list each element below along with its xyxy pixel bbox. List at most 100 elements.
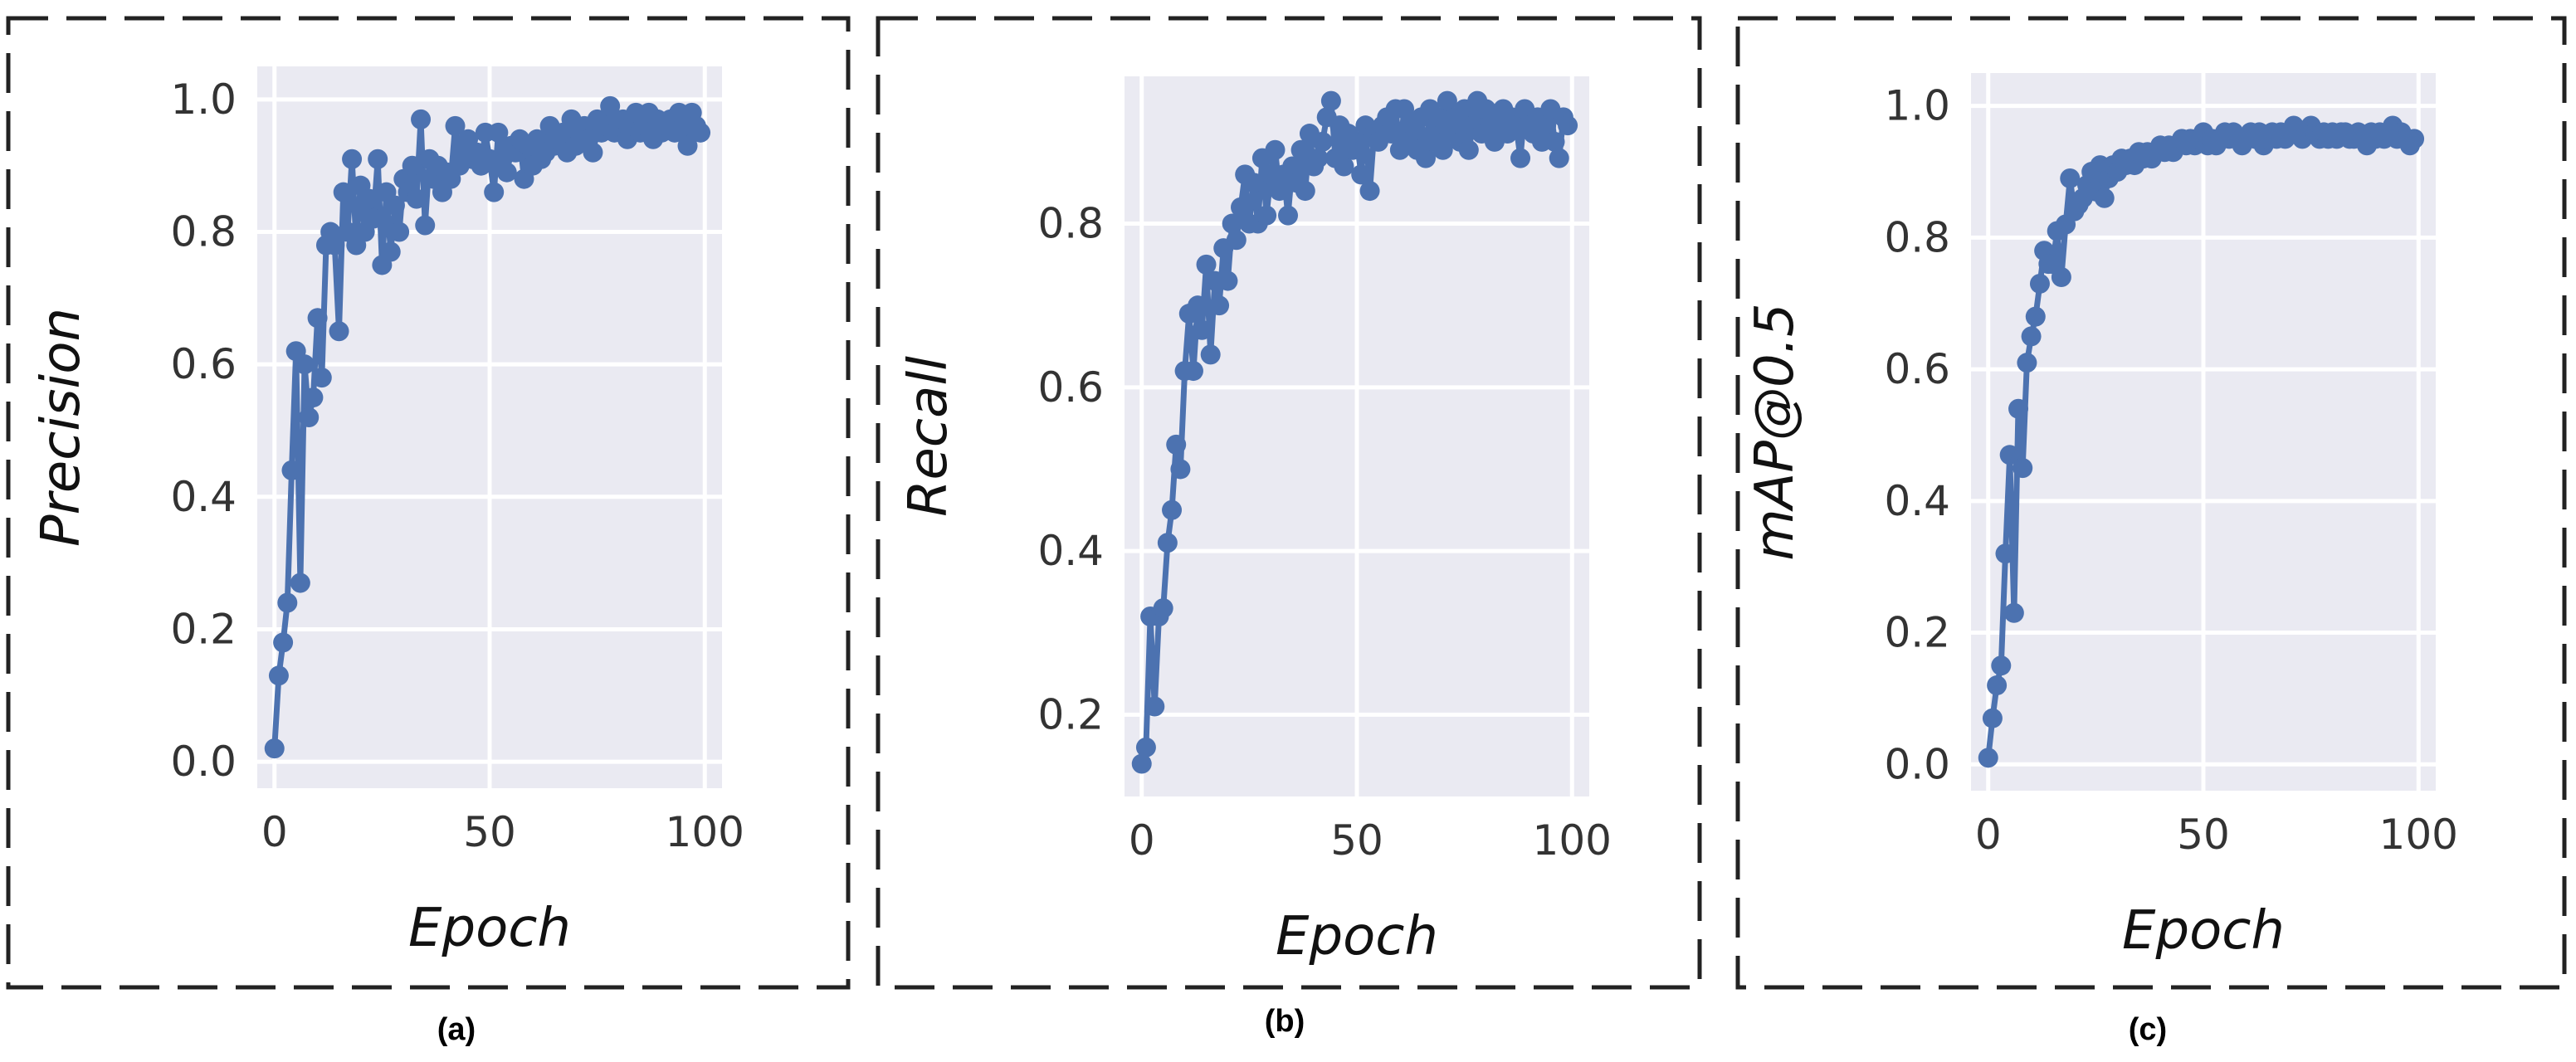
data-point	[1243, 173, 1264, 193]
data-point	[1282, 156, 1303, 177]
data-point	[1131, 753, 1152, 774]
data-point	[1166, 434, 1187, 455]
data-point	[281, 460, 302, 480]
data-point	[1200, 344, 1221, 365]
y-tick-label: 1.0	[170, 76, 237, 124]
data-point	[368, 149, 388, 169]
data-point	[1312, 131, 1333, 152]
data-point	[1183, 361, 1203, 382]
y-tick-label: 0.2	[1884, 609, 1950, 657]
data-point	[2021, 326, 2042, 347]
data-point	[1351, 164, 1372, 185]
y-axis-label: mAP@0.5	[1744, 303, 1806, 561]
panel-a-caption: (a)	[437, 1012, 476, 1047]
data-point	[583, 142, 603, 163]
data-point	[1999, 445, 2020, 465]
data-point	[415, 215, 436, 236]
data-point	[484, 182, 505, 202]
y-tick-label: 0.6	[170, 340, 237, 388]
data-point	[1290, 139, 1311, 160]
data-point	[1432, 139, 1453, 160]
data-point	[2013, 458, 2033, 479]
data-point	[277, 592, 298, 613]
data-point	[359, 188, 379, 209]
data-point	[411, 109, 432, 129]
data-point	[1320, 90, 1341, 111]
data-point	[2008, 398, 2029, 419]
x-tick-label: 50	[1330, 816, 1383, 865]
x-tick-label: 0	[1129, 816, 1155, 865]
panel-c-caption: (c)	[2128, 1012, 2168, 1047]
data-point	[2003, 602, 2024, 623]
y-tick-label: 0.4	[1884, 477, 1950, 525]
data-point	[1437, 90, 1457, 111]
data-point	[1226, 230, 1247, 251]
data-point	[1162, 499, 1183, 520]
data-point	[1188, 295, 1208, 316]
y-tick-label: 0.0	[170, 738, 237, 786]
data-point	[1978, 748, 1998, 768]
chart-panel-c: 0 50 100 0.0 0.2 0.4 0.6 0.8 1.0 Epoch mAP@0.5	[1744, 73, 2458, 962]
x-tick-label: 50	[2177, 811, 2230, 859]
data-point	[1222, 213, 1242, 234]
data-point	[311, 368, 332, 388]
data-point	[290, 572, 310, 593]
data-point	[264, 738, 285, 759]
data-point	[1394, 99, 1415, 119]
data-point	[324, 235, 345, 256]
data-point	[299, 407, 320, 428]
data-point	[1256, 205, 1277, 226]
x-axis-label: Epoch	[1276, 906, 1438, 967]
data-point	[690, 122, 711, 143]
data-point	[496, 162, 517, 183]
data-point	[342, 149, 363, 169]
data-point	[333, 182, 354, 202]
y-tick-label: 0.8	[1037, 200, 1104, 248]
y-tick-label: 0.6	[1884, 345, 1950, 393]
y-tick-label: 0.6	[1037, 363, 1104, 412]
x-tick-label: 100	[2379, 811, 2458, 859]
data-point	[1295, 181, 1315, 202]
y-tick-label: 0.2	[1037, 690, 1104, 738]
data-point	[1381, 124, 1402, 144]
chart-panel-a: 0 50 100 0.0 0.2 0.4 0.6 0.8 1.0 Epoch Precision	[31, 66, 744, 959]
data-point	[1334, 156, 1354, 177]
data-point	[1231, 197, 1251, 217]
data-point	[273, 632, 294, 653]
x-tick-label: 100	[1533, 816, 1612, 865]
data-point	[1982, 708, 2003, 728]
panel-a-frame	[6, 16, 851, 990]
data-point	[1510, 148, 1531, 168]
data-point	[384, 195, 405, 216]
data-point	[2094, 188, 2115, 208]
data-point	[1265, 139, 1286, 160]
data-point	[268, 665, 289, 686]
data-point	[1987, 675, 2008, 696]
data-point	[2029, 273, 2050, 294]
panel-b-frame	[876, 16, 1702, 990]
x-tick-label: 0	[261, 808, 288, 856]
data-point	[1153, 598, 1173, 619]
x-tick-label: 0	[1975, 811, 2002, 859]
x-tick-label: 100	[666, 808, 744, 856]
data-point	[1428, 107, 1449, 128]
data-point	[2060, 168, 2081, 188]
y-tick-label: 0.0	[1884, 740, 1950, 788]
data-point	[389, 222, 410, 242]
data-point	[1536, 115, 1557, 136]
data-point	[2017, 353, 2037, 373]
data-point	[1995, 543, 2016, 564]
data-point	[1269, 181, 1290, 202]
data-point	[329, 321, 349, 342]
y-tick-label: 0.8	[170, 208, 237, 256]
data-point	[303, 387, 324, 408]
data-point	[488, 122, 509, 143]
data-point	[1217, 270, 1238, 291]
data-point	[1192, 319, 1212, 340]
y-tick-label: 0.4	[1037, 527, 1104, 575]
data-point	[1196, 254, 1217, 275]
data-point	[1144, 696, 1165, 717]
chart-panel-b: 0 50 100 0.2 0.4 0.6 0.8 Epoch Recall	[898, 76, 1612, 967]
data-point	[402, 155, 422, 176]
data-point	[1544, 131, 1565, 152]
